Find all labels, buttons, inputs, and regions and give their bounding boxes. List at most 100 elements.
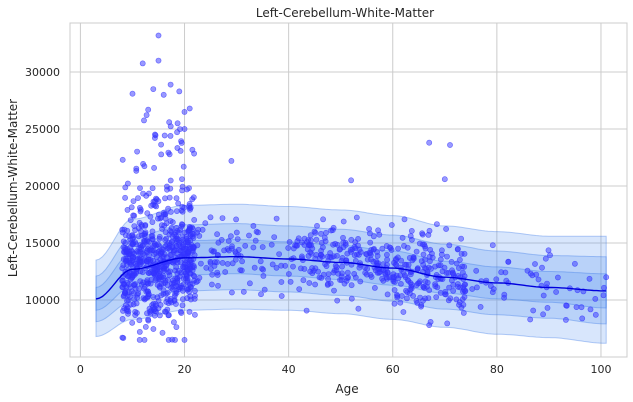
data-point — [250, 244, 257, 251]
data-point — [123, 255, 129, 262]
data-point — [348, 282, 355, 289]
data-point — [125, 297, 132, 303]
data-point — [286, 239, 293, 245]
data-point — [160, 272, 166, 279]
data-point — [122, 232, 129, 239]
data-point — [340, 234, 346, 241]
data-point — [161, 132, 168, 139]
data-point — [315, 268, 321, 275]
data-point — [446, 242, 453, 249]
data-point — [165, 205, 171, 212]
data-point — [181, 336, 188, 343]
data-point — [253, 228, 260, 235]
data-point — [158, 151, 165, 158]
data-point — [228, 289, 235, 296]
data-point — [328, 254, 335, 261]
data-point — [131, 281, 137, 288]
data-point — [276, 251, 282, 257]
data-point — [144, 210, 151, 217]
data-point — [406, 290, 413, 297]
data-point — [134, 148, 140, 155]
data-point — [196, 274, 203, 281]
data-point — [167, 81, 174, 88]
data-point — [402, 274, 409, 280]
data-point — [397, 280, 404, 287]
x-tick-labels: 0 20 40 60 80 100 — [77, 363, 612, 376]
data-point — [408, 285, 415, 292]
data-point — [405, 278, 412, 284]
data-point — [401, 216, 408, 223]
data-point — [141, 163, 148, 170]
data-point — [141, 232, 148, 239]
data-point — [384, 291, 391, 298]
data-point — [150, 86, 157, 92]
data-point — [450, 287, 457, 294]
data-point — [321, 234, 328, 241]
data-point — [454, 245, 461, 252]
data-point — [425, 264, 432, 271]
data-point — [502, 269, 509, 276]
data-point — [175, 200, 182, 207]
data-point — [167, 297, 174, 304]
data-point — [192, 292, 198, 299]
scatter-points — [119, 32, 610, 343]
data-point — [399, 234, 406, 241]
data-point — [153, 302, 159, 309]
data-point — [367, 239, 374, 246]
data-point — [260, 266, 266, 273]
data-point — [125, 180, 131, 187]
data-point — [408, 227, 415, 234]
data-point — [150, 326, 157, 332]
data-point — [339, 263, 345, 270]
data-point — [418, 303, 424, 310]
data-point — [269, 261, 276, 268]
data-point — [149, 185, 156, 192]
data-point — [603, 274, 610, 281]
data-point — [141, 117, 147, 124]
data-point — [129, 319, 136, 326]
data-point — [179, 203, 186, 210]
data-point — [229, 243, 235, 250]
data-point — [487, 283, 494, 289]
data-point — [460, 301, 467, 308]
y-tick-label: 15000 — [25, 237, 60, 250]
data-point — [151, 164, 157, 171]
data-point — [191, 150, 197, 157]
data-point — [228, 157, 235, 164]
data-point — [156, 235, 163, 242]
data-point — [572, 260, 578, 267]
data-point — [285, 271, 292, 277]
data-point — [319, 244, 326, 251]
data-point — [366, 225, 372, 232]
data-point — [410, 255, 417, 262]
data-point — [124, 206, 131, 213]
data-point — [489, 289, 496, 296]
data-point — [152, 198, 158, 205]
data-point — [422, 278, 429, 285]
data-point — [397, 299, 404, 306]
data-point — [242, 242, 249, 249]
data-point — [404, 244, 411, 251]
data-point — [578, 304, 585, 311]
data-point — [395, 275, 402, 282]
data-point — [178, 139, 185, 146]
data-point — [167, 177, 174, 184]
data-point — [384, 269, 391, 276]
data-point — [384, 256, 390, 263]
data-point — [505, 258, 512, 265]
data-point — [278, 279, 285, 285]
data-point — [173, 224, 180, 231]
data-point — [419, 241, 426, 248]
data-point — [166, 119, 173, 126]
data-point — [142, 295, 149, 302]
data-point — [366, 249, 373, 256]
data-point — [438, 251, 445, 258]
data-point — [379, 245, 386, 252]
data-point — [290, 255, 297, 262]
data-point — [133, 268, 140, 275]
data-point — [174, 235, 181, 242]
data-point — [461, 281, 468, 288]
data-point — [413, 248, 420, 255]
data-point — [314, 222, 320, 229]
data-point — [374, 252, 381, 259]
